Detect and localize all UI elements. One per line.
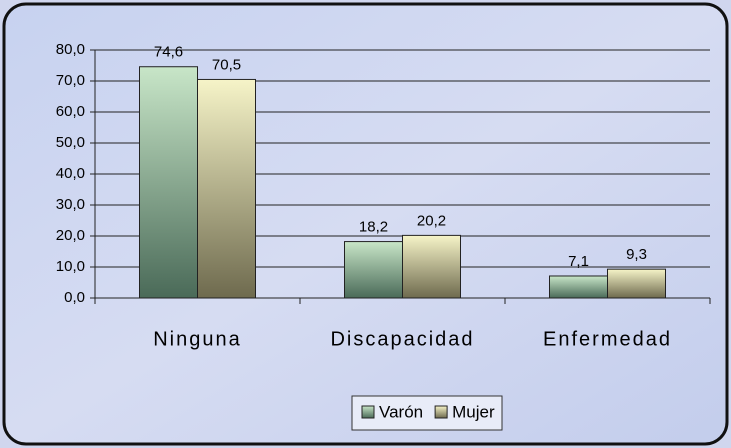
x-tick-label: Discapacidad (330, 328, 474, 350)
value-label: 7,1 (568, 253, 589, 270)
bar (402, 234, 461, 299)
y-tick-label: 10,0 (56, 258, 85, 275)
value-label: 70,5 (212, 56, 241, 73)
legend-label: Mujer (452, 402, 495, 421)
y-tick-label: 50,0 (56, 134, 85, 151)
bar (549, 275, 608, 299)
bar (607, 268, 666, 299)
legend-label: Varón (379, 402, 423, 421)
legend-box (351, 395, 503, 431)
y-tick-label: 70,0 (56, 72, 85, 89)
legend-swatch (434, 405, 448, 419)
y-tick-label: 80,0 (56, 41, 85, 58)
value-label: 9,3 (626, 246, 647, 263)
y-tick-label: 30,0 (56, 196, 85, 213)
value-label: 74,6 (154, 44, 183, 61)
bar (344, 241, 403, 299)
y-tick-label: 40,0 (56, 165, 85, 182)
y-tick-label: 0,0 (64, 289, 85, 306)
bar (197, 78, 256, 299)
bar (139, 66, 198, 299)
value-label: 20,2 (417, 212, 446, 229)
legend-swatch (361, 405, 375, 419)
y-tick-label: 20,0 (56, 227, 85, 244)
x-tick-label: Enfermedad (543, 328, 672, 350)
x-tick-label: Ninguna (153, 328, 242, 350)
y-tick-label: 60,0 (56, 103, 85, 120)
value-label: 18,2 (359, 219, 388, 236)
